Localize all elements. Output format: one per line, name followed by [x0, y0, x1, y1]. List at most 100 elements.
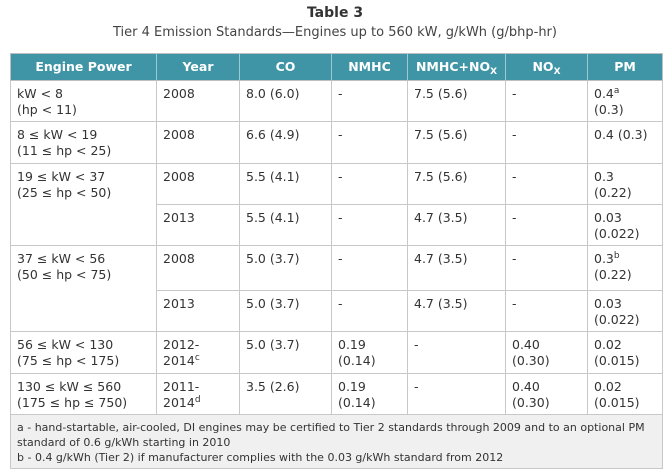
- co-cell: 5.5 (4.1): [239, 204, 332, 246]
- header-nmhc-nox-label: NMHC+NO: [415, 59, 491, 74]
- pm-value-bhp: (0.22): [594, 185, 632, 200]
- nmhc-nox-cell: 4.7 (3.5): [407, 204, 506, 246]
- nox-cell: -: [505, 163, 588, 205]
- pm-value-bhp: (0.3): [594, 102, 624, 117]
- table-row: 56 ≤ kW < 130 (75 ≤ hp < 175) 2012-2014c …: [10, 331, 663, 374]
- table-subtitle: Tier 4 Emission Standards—Engines up to …: [113, 25, 557, 40]
- table-row: 2013 5.5 (4.1) - 4.7 (3.5) - 0.03 (0.022): [11, 204, 663, 246]
- engine-power-cell: 8 ≤ kW < 19 (11 ≤ hp < 25): [10, 121, 157, 164]
- nmhc-nox-cell: 4.7 (3.5): [407, 245, 506, 291]
- power-hp: (hp < 11): [17, 102, 77, 117]
- nmhc-cell: -: [331, 204, 408, 246]
- pm-footnote-mark: b: [613, 251, 620, 261]
- power-kw: 56 ≤ kW < 130: [17, 337, 114, 352]
- nox-cell: 0.40 (0.30): [505, 331, 588, 374]
- header-co: CO: [239, 53, 332, 81]
- pm-value-bhp: (0.015): [594, 353, 640, 368]
- power-kw: kW < 8: [17, 86, 63, 101]
- nmhc-nox-cell: 4.7 (3.5): [407, 290, 506, 332]
- header-nox: NOX: [505, 53, 588, 81]
- nox-value: 0.40: [512, 337, 540, 352]
- table-row: 19 ≤ kW < 37 (25 ≤ hp < 50) 2008 5.5 (4.1…: [10, 163, 663, 246]
- year-footnote-mark: d: [194, 395, 201, 405]
- pm-value-bhp: (0.022): [594, 312, 640, 327]
- power-hp: (11 ≤ hp < 25): [17, 143, 112, 158]
- pm-cell: 0.3 (0.22): [587, 163, 663, 205]
- nmhc-nox-cell: -: [407, 373, 506, 415]
- nmhc-cell: -: [331, 245, 408, 291]
- nmhc-cell: 0.19 (0.14): [331, 373, 408, 415]
- nox-value: 0.40: [512, 379, 540, 394]
- year-cell: 2008: [156, 121, 240, 164]
- header-nox-label: NO: [532, 59, 554, 74]
- pm-cell: 0.4a (0.3): [587, 80, 663, 122]
- power-kw: 19 ≤ kW < 37: [17, 169, 106, 184]
- nmhc-value-bhp: (0.14): [338, 353, 376, 368]
- co-cell: 6.6 (4.9): [239, 121, 332, 164]
- table-row: kW < 8 (hp < 11) 2008 8.0 (6.0) - 7.5 (5.…: [10, 80, 663, 122]
- header-year: Year: [156, 53, 240, 81]
- nox-cell: 0.40 (0.30): [505, 373, 588, 415]
- pm-value-bhp: (0.015): [594, 395, 640, 410]
- emission-standards-table: Engine Power Year CO NMHC NMHC+NO X NOX P…: [10, 53, 663, 469]
- nmhc-nox-cell: 7.5 (5.6): [407, 163, 506, 205]
- pm-cell: 0.03 (0.022): [587, 204, 663, 246]
- header-pm: PM: [587, 53, 663, 81]
- co-cell: 8.0 (6.0): [239, 80, 332, 122]
- table-row: 37 ≤ kW < 56 (50 ≤ hp < 75) 2008 5.0 (3.7…: [10, 245, 663, 332]
- nox-cell: -: [505, 121, 588, 164]
- pm-value: 0.02: [594, 337, 622, 352]
- pm-cell: 0.3b (0.22): [587, 245, 663, 291]
- pm-cell: 0.02 (0.015): [587, 331, 663, 374]
- nmhc-value-bhp: (0.14): [338, 395, 376, 410]
- pm-value: 0.4: [594, 86, 614, 101]
- footnote-b: b - 0.4 g/kWh (Tier 2) if manufacturer c…: [17, 451, 504, 464]
- nmhc-cell: -: [331, 290, 408, 332]
- nox-cell: -: [505, 204, 588, 246]
- nox-cell: -: [505, 290, 588, 332]
- header-engine-power: Engine Power: [10, 53, 157, 81]
- engine-power-cell: 130 ≤ kW ≤ 560 (175 ≤ hp ≤ 750): [10, 373, 157, 415]
- pm-value: 0.03: [594, 210, 622, 225]
- co-cell: 5.0 (3.7): [239, 331, 332, 374]
- co-cell: 5.5 (4.1): [239, 163, 332, 205]
- year-value: 2012-2014: [163, 337, 200, 368]
- engine-power-cell: 37 ≤ kW < 56 (50 ≤ hp < 75): [10, 245, 157, 332]
- table-caption: Table 3 Tier 4 Emission Standards—Engine…: [0, 0, 670, 46]
- pm-cell: 0.02 (0.015): [587, 373, 663, 415]
- co-cell: 3.5 (2.6): [239, 373, 332, 415]
- power-hp: (50 ≤ hp < 75): [17, 267, 112, 282]
- footnote-a: a - hand-startable, air-cooled, DI engin…: [17, 421, 645, 449]
- nmhc-nox-cell: 7.5 (5.6): [407, 80, 506, 122]
- year-cell: 2013: [156, 290, 240, 332]
- header-nox-subscript: X: [553, 67, 561, 77]
- power-hp: (75 ≤ hp < 175): [17, 353, 120, 368]
- nox-value-bhp: (0.30): [512, 395, 550, 410]
- nmhc-nox-cell: 7.5 (5.6): [407, 121, 506, 164]
- nox-cell: -: [505, 80, 588, 122]
- pm-value: 0.03: [594, 296, 622, 311]
- nmhc-cell: -: [331, 163, 408, 205]
- table-row: 130 ≤ kW ≤ 560 (175 ≤ hp ≤ 750) 2011-2014…: [10, 373, 663, 415]
- co-cell: 5.0 (3.7): [239, 245, 332, 291]
- power-kw: 37 ≤ kW < 56: [17, 251, 106, 266]
- year-cell: 2013: [156, 204, 240, 246]
- engine-power-cell: 19 ≤ kW < 37 (25 ≤ hp < 50): [10, 163, 157, 246]
- table-row: 2013 5.0 (3.7) - 4.7 (3.5) - 0.03 (0.022): [11, 290, 663, 332]
- header-nmhc: NMHC: [331, 53, 408, 81]
- year-cell: 2008: [156, 245, 240, 291]
- nmhc-value: 0.19: [338, 379, 366, 394]
- notes-row: a - hand-startable, air-cooled, DI engin…: [10, 414, 663, 469]
- nmhc-cell: -: [331, 80, 408, 122]
- year-value: 2011-2014: [163, 379, 200, 410]
- power-kw: 130 ≤ kW ≤ 560: [17, 379, 122, 394]
- pm-value-bhp: (0.22): [594, 267, 632, 282]
- pm-cell: 0.4 (0.3): [587, 121, 663, 164]
- nox-value-bhp: (0.30): [512, 353, 550, 368]
- nmhc-cell: -: [331, 121, 408, 164]
- year-cell: 2011-2014d: [156, 373, 240, 415]
- table-title: Table 3: [306, 5, 364, 21]
- pm-value-bhp: (0.022): [594, 226, 640, 241]
- nox-cell: -: [505, 245, 588, 291]
- year-cell: 2008: [156, 163, 240, 205]
